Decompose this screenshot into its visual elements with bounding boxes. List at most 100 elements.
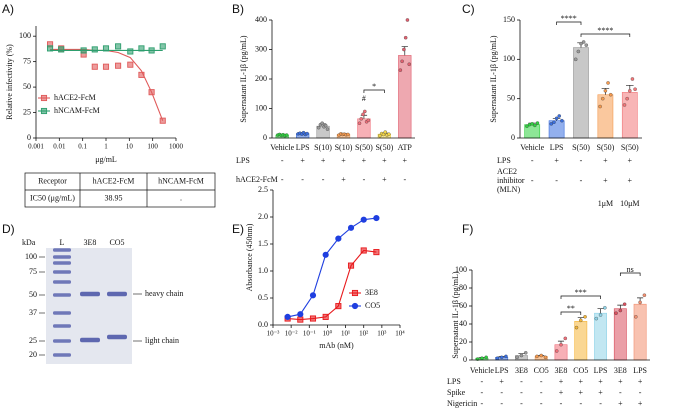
x-tick-label: LPS bbox=[495, 366, 509, 375]
legend-marker bbox=[40, 94, 48, 102]
y-tick-label: 1.5 bbox=[258, 239, 268, 248]
data-point bbox=[554, 116, 559, 121]
data-point bbox=[642, 293, 647, 297]
x-tick-label: LPS bbox=[296, 143, 310, 152]
condition-value: + bbox=[638, 377, 643, 386]
panel-label: F) bbox=[462, 222, 473, 236]
panel-label: B) bbox=[232, 2, 244, 16]
table-cell: 38.95 bbox=[105, 193, 123, 202]
condition-value: - bbox=[481, 388, 484, 397]
condition-value: + bbox=[628, 176, 633, 185]
legend-label: hNCAM-FcM bbox=[54, 106, 100, 115]
data-point bbox=[495, 356, 500, 360]
ladder-band bbox=[53, 280, 71, 284]
y-tick-label: 50 bbox=[23, 82, 31, 91]
marker bbox=[159, 117, 166, 124]
marker bbox=[80, 47, 87, 54]
condition-label: hACE2-FcM bbox=[236, 175, 278, 184]
condition-label: ACE2 bbox=[497, 167, 517, 176]
panel-label: C) bbox=[462, 2, 475, 16]
condition-value: - bbox=[403, 175, 406, 184]
condition-value: - bbox=[322, 175, 325, 184]
legend-marker bbox=[351, 302, 359, 310]
data-point bbox=[543, 355, 548, 360]
condition-value: - bbox=[520, 388, 523, 397]
condition-value: + bbox=[362, 156, 367, 165]
data-point bbox=[323, 123, 328, 128]
marker bbox=[102, 45, 110, 52]
condition-value: + bbox=[300, 156, 305, 165]
data-point bbox=[366, 118, 371, 123]
marker-label: 75 bbox=[29, 267, 37, 276]
y-tick-label: 0.5 bbox=[258, 293, 268, 302]
data-point bbox=[499, 355, 504, 360]
legend-marker bbox=[40, 107, 48, 115]
data-point bbox=[638, 300, 642, 305]
marker bbox=[102, 63, 110, 70]
data-point bbox=[560, 118, 564, 123]
y-tick-label: 100 bbox=[455, 265, 467, 274]
table-cell: Receptor bbox=[38, 176, 67, 185]
x-tick-label: 10³ bbox=[377, 330, 386, 338]
legend-label: hACE2-FcM bbox=[54, 93, 96, 102]
y-tick-label: 100 bbox=[255, 103, 267, 112]
marker bbox=[335, 235, 342, 242]
data-point bbox=[284, 133, 289, 137]
data-point bbox=[361, 112, 365, 117]
panel-label: E) bbox=[232, 222, 244, 236]
data-point bbox=[563, 336, 568, 341]
bar bbox=[597, 94, 614, 139]
data-point bbox=[557, 114, 561, 118]
data-point bbox=[405, 18, 410, 22]
x-tick-label: LPS bbox=[594, 366, 608, 375]
x-tick-label: S(50) bbox=[572, 143, 590, 152]
marker bbox=[91, 63, 98, 70]
panel-label: A) bbox=[2, 2, 14, 16]
bar bbox=[613, 308, 627, 361]
lane-label: CO5 bbox=[109, 238, 124, 247]
x-tick-label: Vehicle bbox=[270, 143, 294, 152]
protein-band bbox=[107, 291, 127, 297]
y-tick-label: 20 bbox=[459, 337, 467, 346]
x-tick-label: 1000 bbox=[169, 143, 184, 151]
condition-value: + bbox=[603, 156, 608, 165]
protein-band bbox=[80, 291, 100, 297]
data-point bbox=[574, 325, 579, 330]
x-tick-label: 10⁻³ bbox=[267, 330, 280, 338]
x-tick-label: S(50) bbox=[621, 143, 639, 152]
y-tick-label: 0 bbox=[27, 133, 31, 142]
y-axis-label: Absorbance (450nm) bbox=[245, 223, 254, 291]
dose-label: 10μM bbox=[620, 199, 639, 208]
data-point bbox=[480, 356, 484, 360]
significance-label: ** bbox=[567, 304, 575, 313]
marker-label: 20 bbox=[29, 350, 37, 359]
data-point bbox=[363, 109, 367, 114]
condition-value: + bbox=[579, 377, 584, 386]
condition-value: + bbox=[382, 156, 387, 165]
condition-value: - bbox=[639, 388, 642, 397]
error-bar bbox=[597, 308, 604, 314]
data-point bbox=[504, 354, 508, 359]
x-tick-label: LPS bbox=[550, 143, 564, 152]
data-point bbox=[584, 43, 589, 47]
condition-value: + bbox=[638, 399, 643, 408]
table-cell: IC50 (μg/mL) bbox=[30, 193, 75, 202]
x-tick-label: 0.1 bbox=[78, 143, 87, 151]
data-point bbox=[523, 351, 528, 355]
data-point bbox=[554, 349, 559, 353]
condition-value: + bbox=[499, 377, 504, 386]
data-point bbox=[535, 121, 540, 125]
x-tick-label: 0.001 bbox=[28, 143, 44, 151]
series-line bbox=[287, 249, 377, 321]
marker bbox=[91, 46, 98, 53]
condition-label: LPS bbox=[447, 377, 461, 386]
x-tick-label: Vehicle bbox=[520, 143, 544, 152]
significance-bracket bbox=[560, 311, 582, 315]
error-bar bbox=[617, 304, 624, 309]
significance-label: ns bbox=[627, 265, 634, 274]
data-point bbox=[576, 49, 581, 54]
condition-value: - bbox=[531, 156, 534, 165]
significance-bracket bbox=[619, 272, 641, 276]
condition-value: + bbox=[559, 388, 564, 397]
